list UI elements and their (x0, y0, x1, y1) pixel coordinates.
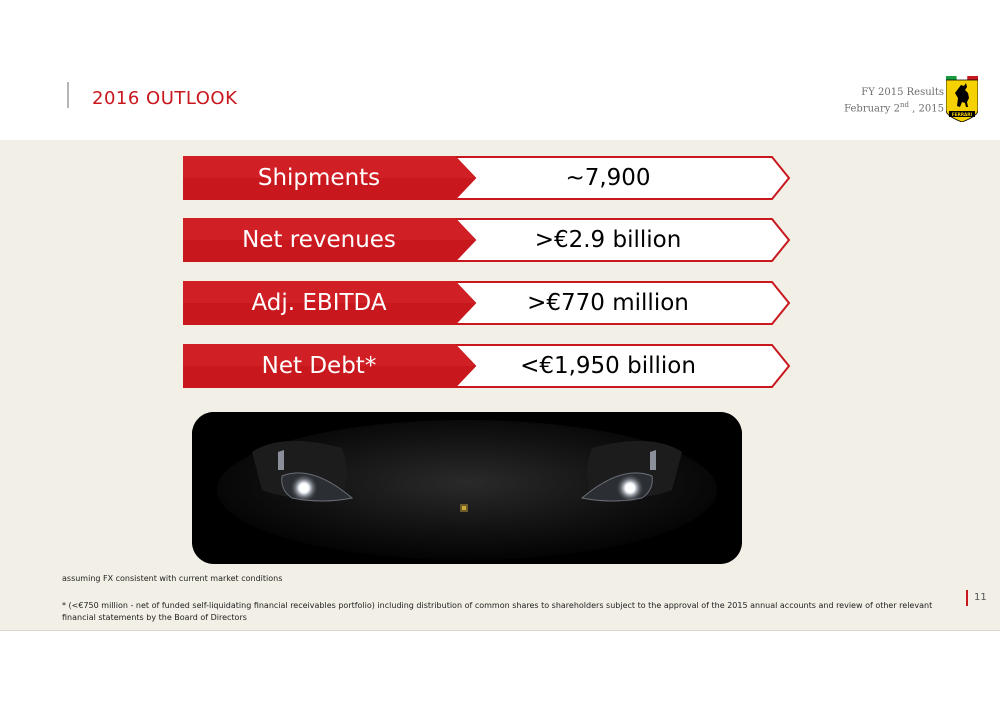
bottom-divider (0, 630, 1000, 631)
metric-row-shape (183, 156, 791, 200)
results-info: FY 2015 Results February 2nd , 2015 (844, 86, 944, 115)
metric-row-net-debt: Net Debt* <€1,950 billion (183, 344, 791, 388)
metric-value: >€770 million (527, 290, 689, 316)
metric-row-adj-ebitda: Adj. EBITDA >€770 million (183, 281, 791, 325)
results-date: February 2nd , 2015 (844, 101, 944, 115)
fx-note: assuming FX consistent with current mark… (62, 574, 283, 583)
car-front-headlights-photo (192, 412, 742, 564)
results-line: FY 2015 Results (861, 87, 944, 98)
metric-row-shipments: Shipments ~7,900 (183, 156, 791, 200)
metric-value: ~7,900 (565, 165, 651, 191)
metric-label: Adj. EBITDA (251, 290, 387, 316)
metric-value: <€1,950 billion (520, 353, 696, 379)
page-title: 2016 OUTLOOK (92, 88, 238, 109)
footnote: * (<€750 million - net of funded self-li… (62, 601, 933, 622)
metric-row-shape (183, 218, 791, 262)
metric-value: >€2.9 billion (534, 227, 682, 253)
metric-row-shape (183, 344, 791, 388)
metric-label: Net revenues (242, 227, 396, 253)
page-number-bar (966, 590, 968, 606)
metric-label: Shipments (257, 165, 381, 191)
metric-row-shape (183, 281, 791, 325)
svg-text:FERRARI: FERRARI (952, 112, 973, 117)
metric-row-net-revenues: Net revenues >€2.9 billion (183, 218, 791, 262)
page-number: 11 (974, 592, 987, 603)
car-photo-icon (192, 412, 742, 564)
metric-label: Net Debt* (261, 353, 377, 379)
ferrari-logo-icon: FERRARI (945, 76, 979, 123)
header-divider (67, 82, 69, 108)
